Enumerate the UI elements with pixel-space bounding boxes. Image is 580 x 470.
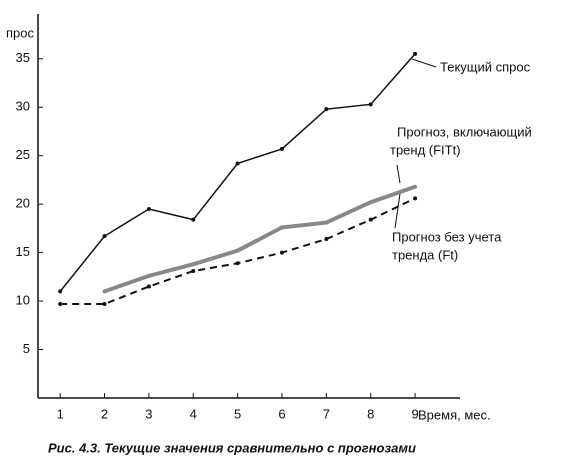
annotation: Прогноз, включающий bbox=[397, 124, 532, 139]
point bbox=[102, 289, 107, 294]
series-line bbox=[59, 53, 416, 292]
annotation: тренда (Ft) bbox=[392, 247, 458, 262]
y-tick-label: 30 bbox=[16, 99, 30, 114]
annotation: тренд (FITt) bbox=[390, 142, 461, 157]
y-tick-label: 15 bbox=[16, 244, 30, 259]
x-tick-label: 5 bbox=[234, 406, 241, 421]
y-tick-label: 35 bbox=[16, 50, 30, 65]
annotation: Прогноз без учета bbox=[392, 229, 502, 244]
caption: Рис. 4.3. Текущие значения сравнительно … bbox=[48, 440, 416, 455]
x-axis-label: Время, мес. bbox=[418, 407, 491, 422]
point bbox=[279, 225, 284, 230]
point bbox=[324, 220, 329, 225]
point bbox=[368, 217, 373, 222]
arrows bbox=[394, 58, 437, 229]
point bbox=[146, 273, 151, 278]
x-tick-label: 2 bbox=[101, 406, 108, 421]
point bbox=[279, 250, 284, 255]
point bbox=[324, 107, 329, 112]
point bbox=[279, 146, 284, 151]
x-tick-label: 7 bbox=[323, 406, 330, 421]
point bbox=[146, 284, 151, 289]
x-tick-label: 1 bbox=[57, 406, 64, 421]
point bbox=[102, 234, 107, 239]
y-tick-label: 20 bbox=[16, 196, 30, 211]
point bbox=[191, 217, 196, 222]
x-tick-label: 9 bbox=[411, 406, 418, 421]
series-line bbox=[103, 184, 416, 294]
point bbox=[58, 289, 63, 294]
point bbox=[191, 269, 196, 274]
y-tick-label: 5 bbox=[23, 341, 30, 356]
point bbox=[368, 200, 373, 205]
point bbox=[235, 248, 240, 253]
point bbox=[413, 184, 418, 189]
x-tick-label: 3 bbox=[145, 406, 152, 421]
point bbox=[191, 262, 196, 267]
y-tick-label: 25 bbox=[16, 147, 30, 162]
point bbox=[146, 207, 151, 211]
point bbox=[368, 102, 373, 107]
x-tick-label: 8 bbox=[367, 406, 374, 421]
annotation: Текущий спрос bbox=[440, 59, 531, 74]
point bbox=[235, 261, 240, 266]
point bbox=[413, 196, 418, 201]
point bbox=[235, 161, 240, 166]
point bbox=[58, 301, 63, 306]
y-axis-label: прос bbox=[6, 25, 34, 40]
x-tick-label: 4 bbox=[190, 406, 197, 421]
y-tick-label: 10 bbox=[16, 293, 30, 308]
point bbox=[413, 51, 418, 56]
x-tick-label: 6 bbox=[278, 406, 285, 421]
point bbox=[324, 237, 329, 242]
point bbox=[102, 301, 107, 306]
